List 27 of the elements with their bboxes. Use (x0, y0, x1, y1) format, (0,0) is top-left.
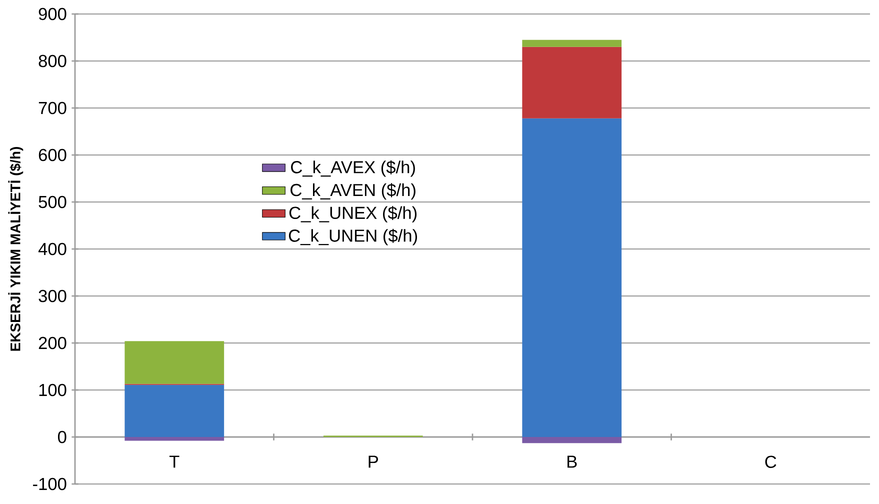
legend-label: C_k_AVEN ($/h) (290, 183, 416, 200)
x-tick-label: T (169, 456, 180, 468)
y-tick-label: 100 (39, 384, 66, 396)
y-tick-label: 400 (38, 242, 66, 256)
x-tick-label: B (568, 456, 577, 468)
y-tick-label: 600 (38, 148, 66, 162)
legend-label: C_k_UNEX ($/h) (289, 206, 417, 222)
y-axis-title: EKSERJİ YIKIM MALİYETİ ($/h) (8, 147, 24, 351)
y-tick-label: 700 (38, 102, 66, 114)
bar (522, 118, 622, 437)
legend-label: C_k_UNEN ($/h) (288, 228, 418, 246)
bar (124, 437, 224, 441)
y-tick-label: -100 (33, 478, 66, 490)
bar (124, 341, 224, 384)
y-tick-label: 0 (58, 430, 66, 444)
y-tick-label: 900 (38, 8, 66, 20)
legend-label: C_k_AVEX ($/h) (291, 160, 415, 177)
y-tick-label: 300 (38, 290, 66, 302)
bar (522, 40, 622, 47)
y-tick-label: 800 (38, 54, 66, 68)
y-tick-label: 200 (38, 336, 66, 350)
bar (124, 384, 224, 437)
bar (522, 46, 622, 118)
x-tick-label: C (765, 456, 776, 468)
y-tick-label: 500 (38, 196, 66, 208)
x-tick-label: P (368, 456, 378, 468)
bar (522, 437, 622, 444)
